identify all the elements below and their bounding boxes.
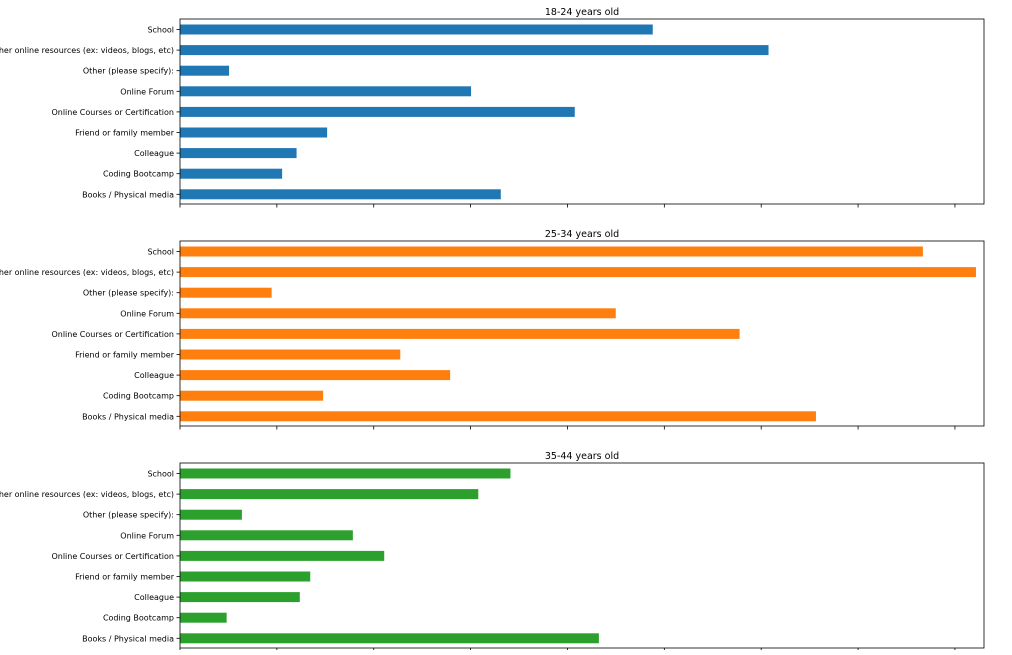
- y-tick-label: Online Courses or Certification: [51, 108, 174, 117]
- bar: [180, 168, 283, 179]
- y-tick-label: Other (please specify):: [83, 67, 174, 76]
- y-tick-label: Other (please specify):: [83, 511, 174, 520]
- bar: [180, 349, 401, 360]
- y-tick-label: Online Forum: [120, 531, 174, 540]
- y-tick-label: Coding Bootcamp: [103, 170, 174, 179]
- bar: [180, 127, 328, 138]
- y-tick-label: Other online resources (ex: videos, blog…: [0, 490, 174, 499]
- y-tick-label: Colleague: [134, 593, 174, 602]
- bar: [180, 612, 227, 623]
- y-tick-label: Books / Physical media: [82, 412, 174, 421]
- y-tick-label: Colleague: [134, 149, 174, 158]
- bar: [180, 592, 300, 603]
- y-tick-label: Online Forum: [120, 309, 174, 318]
- y-tick-label: School: [147, 26, 174, 35]
- bar: [180, 328, 740, 339]
- y-tick-label: Friend or family member: [75, 129, 175, 138]
- bar: [180, 571, 311, 582]
- bar: [180, 24, 653, 35]
- bar: [180, 189, 501, 200]
- bar: [180, 550, 385, 561]
- bar: [180, 530, 353, 541]
- bar: [180, 308, 616, 319]
- bar: [180, 633, 599, 644]
- y-tick-label: Friend or family member: [75, 573, 175, 582]
- axes-frame: [179, 18, 985, 205]
- y-tick-label: School: [147, 470, 174, 479]
- bar: [180, 267, 976, 278]
- bar: [180, 468, 511, 479]
- bar: [180, 390, 324, 401]
- y-tick-label: Online Forum: [120, 87, 174, 96]
- bar: [180, 65, 230, 76]
- axes-frame: [179, 462, 985, 649]
- y-tick-label: Coding Bootcamp: [103, 614, 174, 623]
- bar: [180, 287, 272, 298]
- bar: [180, 148, 297, 159]
- panel-title: 35-44 years old: [545, 451, 619, 462]
- y-tick-label: Other online resources (ex: videos, blog…: [0, 46, 174, 55]
- bar: [180, 489, 479, 500]
- y-tick-label: Online Courses or Certification: [51, 552, 174, 561]
- bar: [180, 106, 575, 117]
- bar: [180, 45, 769, 56]
- y-tick-label: School: [147, 248, 174, 257]
- bar: [180, 370, 451, 381]
- bar: [180, 509, 242, 520]
- y-tick-label: Coding Bootcamp: [103, 392, 174, 401]
- bar: [180, 246, 923, 257]
- y-tick-label: Other online resources (ex: videos, blog…: [0, 268, 174, 277]
- y-tick-label: Other (please specify):: [83, 289, 174, 298]
- panel-title: 25-34 years old: [545, 229, 619, 240]
- bar: [180, 86, 472, 97]
- panel-title: 18-24 years old: [545, 7, 619, 18]
- axes-frame: [179, 240, 985, 427]
- y-tick-label: Friend or family member: [75, 351, 175, 360]
- y-tick-label: Books / Physical media: [82, 634, 174, 643]
- y-tick-label: Colleague: [134, 371, 174, 380]
- bar: [180, 411, 816, 422]
- y-tick-label: Online Courses or Certification: [51, 330, 174, 339]
- y-tick-label: Books / Physical media: [82, 190, 174, 199]
